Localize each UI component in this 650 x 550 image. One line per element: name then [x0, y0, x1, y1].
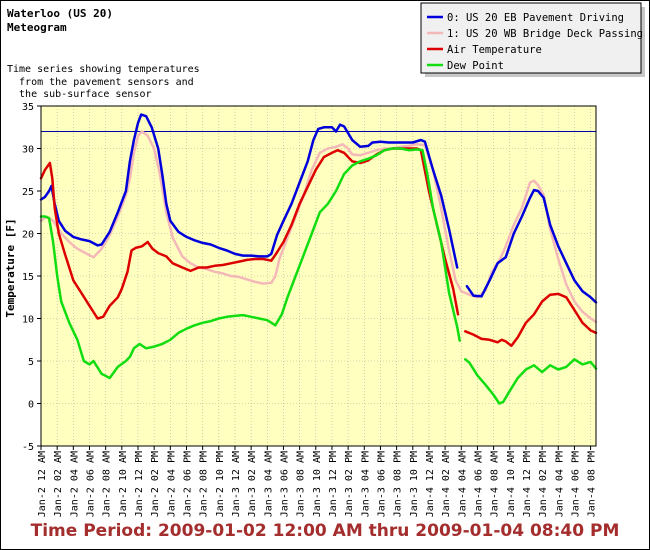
- legend: 0: US 20 EB Pavement Driving 1: US 20 WB …: [420, 2, 645, 77]
- x-tick-label: Jan-2 12 AM: [37, 451, 48, 517]
- x-tick-label: Jan-4 02 PM: [538, 451, 549, 517]
- x-tick-label: Jan-2 10 AM: [118, 451, 129, 517]
- y-tick-label: 15: [22, 272, 34, 283]
- x-tick-label: Jan-4 04 PM: [554, 451, 565, 517]
- x-tick-label: Jan-2 10 PM: [215, 451, 226, 517]
- x-tick-label: Jan-2 06 AM: [85, 451, 96, 517]
- x-tick-label: Jan-2 06 PM: [182, 451, 193, 517]
- x-tick-label: Jan-3 10 PM: [409, 451, 420, 517]
- time-period-footer: Time Period: 2009-01-02 12:00 AM thru 20…: [30, 521, 620, 541]
- x-tick-label: Jan-3 06 AM: [279, 451, 290, 517]
- x-tick-label: Jan-4 08 AM: [490, 451, 501, 517]
- legend-box: [420, 2, 642, 74]
- x-axis-ticks: Jan-2 12 AM Jan-2 02 AM Jan-2 04 AM Jan-2 0…: [37, 446, 598, 517]
- x-tick-label: Jan-3 08 AM: [296, 451, 307, 517]
- description-line-2: from the pavement sensors and: [7, 76, 194, 88]
- x-tick-label: Jan-4 06 PM: [570, 451, 581, 517]
- x-tick-label: Jan-4 02 AM: [441, 451, 452, 517]
- x-tick-label: Jan-3 04 AM: [263, 451, 274, 517]
- x-tick-label: Jan-3 02 PM: [344, 451, 355, 517]
- x-tick-label: Jan-2 12 PM: [134, 451, 145, 517]
- legend-entry-label: Dew Point: [447, 60, 504, 72]
- y-tick-label: 10: [22, 315, 34, 326]
- x-tick-label: Jan-2 08 PM: [199, 451, 210, 517]
- description-line-1: Time series showing temperatures: [7, 64, 200, 75]
- y-tick-label: 30: [22, 145, 34, 156]
- x-tick-label: Jan-2 02 PM: [150, 451, 161, 517]
- y-tick-label: -5: [22, 442, 34, 453]
- y-tick-label: 20: [22, 230, 34, 241]
- x-tick-label: Jan-3 02 AM: [247, 451, 258, 517]
- x-tick-label: Jan-3 12 AM: [231, 451, 242, 517]
- x-tick-label: Jan-4 12 PM: [522, 451, 533, 517]
- chart-title-block: Waterloo (US 20) Meteogram: [7, 7, 113, 35]
- y-tick-label: 5: [28, 357, 34, 368]
- y-axis-ticks: -5 0 5 10 15 20 25 30 35: [22, 102, 41, 453]
- x-tick-label: Jan-3 08 PM: [393, 451, 404, 517]
- x-tick-label: Jan-3 10 AM: [312, 451, 323, 517]
- x-tick-label: Jan-4 04 AM: [457, 451, 468, 517]
- y-axis-label: Temperature [F]: [4, 218, 17, 317]
- series-layer: [39, 113, 598, 405]
- x-tick-label: Jan-3 04 PM: [360, 451, 371, 517]
- x-tick-label: Jan-2 04 PM: [166, 451, 177, 517]
- station-name: Waterloo (US 20): [7, 7, 113, 20]
- x-tick-label: Jan-2 02 AM: [53, 451, 64, 517]
- x-tick-label: Jan-2 04 AM: [69, 451, 80, 517]
- legend-entry-label: 1: US 20 WB Bridge Deck Passing: [447, 28, 643, 40]
- x-tick-label: Jan-3 12 PM: [328, 451, 339, 517]
- y-tick-label: 25: [22, 187, 34, 198]
- chart-description: Time series showing temperatures from th…: [7, 64, 200, 102]
- x-tick-label: Jan-2 08 AM: [102, 451, 113, 517]
- y-tick-label: 0: [28, 400, 34, 411]
- series-line-1: [39, 130, 598, 324]
- chart-kind: Meteogram: [7, 21, 67, 34]
- series-line-0: [39, 113, 459, 269]
- x-tick-label: Jan-4 08 PM: [587, 451, 598, 517]
- legend-entry-label: Air Temperature: [447, 44, 542, 56]
- x-tick-label: Jan-4 12 AM: [425, 451, 436, 517]
- series-line-0: [465, 188, 598, 304]
- y-tick-label: 35: [22, 102, 34, 113]
- x-tick-label: Jan-3 06 PM: [376, 451, 387, 517]
- x-tick-label: Jan-4 06 AM: [473, 451, 484, 517]
- legend-entry-label: 0: US 20 EB Pavement Driving: [447, 12, 624, 24]
- series-line-3: [464, 358, 598, 405]
- legend-items: 0: US 20 EB Pavement Driving 1: US 20 WB …: [427, 12, 643, 72]
- description-line-3: the sub-surface sensor: [7, 89, 152, 100]
- series-line-3: [39, 147, 461, 380]
- series-line-2: [464, 292, 598, 347]
- x-tick-label: Jan-4 10 AM: [506, 451, 517, 517]
